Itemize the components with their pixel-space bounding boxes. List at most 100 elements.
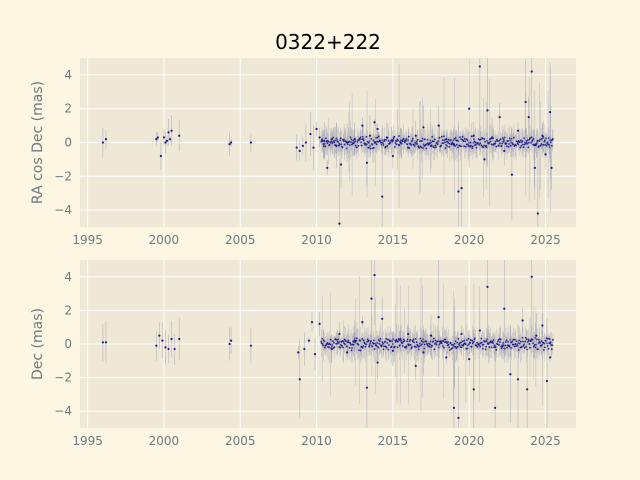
data-point <box>101 141 104 144</box>
data-point <box>429 144 433 147</box>
data-point <box>167 131 170 134</box>
data-point <box>357 144 360 147</box>
data-point <box>432 337 435 340</box>
data-point <box>512 338 515 341</box>
data-point <box>339 163 343 166</box>
panel-1: 1995 2000 2005 2010 2015 2020 2025 −4 −2 0 2 4 RA co… <box>30 58 576 247</box>
data-point <box>457 416 460 420</box>
x-tick-label: 2000 <box>149 233 180 247</box>
data-point <box>313 352 317 356</box>
data-point <box>530 70 533 73</box>
data-point <box>381 317 384 320</box>
data-point <box>423 138 426 141</box>
data-point <box>472 134 475 137</box>
x-tick-label: 1995 <box>72 434 103 448</box>
data-point <box>478 65 481 68</box>
data-point <box>370 297 373 300</box>
data-point <box>368 134 372 137</box>
data-points <box>101 58 554 227</box>
data-point <box>494 406 497 409</box>
data-point <box>178 134 181 137</box>
data-point <box>327 140 330 143</box>
data-point <box>399 337 402 341</box>
data-point <box>229 141 233 144</box>
data-point <box>490 136 494 139</box>
data-point <box>365 386 369 389</box>
y-tick-label: 4 <box>64 68 72 82</box>
data-point <box>165 139 169 142</box>
data-point <box>527 116 530 119</box>
data-point <box>509 373 512 376</box>
data-point <box>384 345 387 348</box>
data-point <box>393 135 396 138</box>
data-point <box>469 339 472 341</box>
x-tick-label: 2025 <box>530 434 561 448</box>
data-point <box>478 329 481 332</box>
x-tick-label: 2005 <box>225 233 256 247</box>
data-point <box>297 351 300 354</box>
data-point <box>434 138 436 141</box>
data-point <box>524 100 527 104</box>
data-point <box>343 338 346 341</box>
data-point <box>503 307 506 310</box>
data-point <box>521 319 524 322</box>
data-point <box>168 138 172 141</box>
data-point <box>301 144 304 147</box>
data-point <box>501 137 504 139</box>
data-point <box>407 135 410 138</box>
data-point <box>376 127 379 131</box>
data-point <box>544 153 547 156</box>
y-tick-label: −4 <box>54 203 72 217</box>
data-point <box>367 141 370 144</box>
data-point <box>437 316 440 319</box>
data-point <box>483 144 485 147</box>
data-point <box>463 145 466 148</box>
data-point <box>318 136 321 139</box>
data-point <box>345 141 349 144</box>
data-point <box>229 339 233 342</box>
data-point <box>422 126 425 129</box>
data-point <box>544 346 546 349</box>
data-point <box>513 136 515 139</box>
data-point <box>249 344 253 347</box>
data-point <box>304 141 307 144</box>
data-point <box>162 136 166 139</box>
data-point <box>516 378 520 381</box>
data-point <box>298 378 301 381</box>
data-point <box>373 121 376 124</box>
data-point <box>333 346 336 349</box>
data-point <box>440 144 443 147</box>
data-point <box>385 136 388 139</box>
data-point <box>173 347 176 351</box>
data-point <box>391 154 394 158</box>
data-point <box>537 348 539 351</box>
data-point <box>452 143 456 146</box>
data-point <box>468 107 471 110</box>
y-axis-label: RA cos Dec (mas) <box>30 81 46 204</box>
data-point <box>312 146 315 149</box>
data-point <box>454 345 457 348</box>
data-point <box>533 166 536 169</box>
data-point <box>298 149 301 153</box>
data-point <box>315 127 318 131</box>
data-point <box>526 388 529 391</box>
y-tick-label: −4 <box>54 404 72 418</box>
data-point <box>472 388 475 391</box>
data-point <box>399 141 402 144</box>
x-tick-label: 2000 <box>149 434 180 448</box>
data-point <box>341 146 344 149</box>
data-point <box>448 349 451 351</box>
data-point <box>391 349 394 352</box>
y-tick-label: −2 <box>54 169 72 183</box>
data-point <box>529 346 531 349</box>
data-point <box>486 285 489 288</box>
x-tick-label: 2010 <box>301 233 332 247</box>
data-point <box>323 139 326 142</box>
data-point <box>338 222 341 225</box>
data-point <box>104 138 108 141</box>
data-point <box>369 147 372 150</box>
data-point <box>330 138 333 141</box>
data-point <box>456 345 459 348</box>
data-point <box>499 138 502 141</box>
